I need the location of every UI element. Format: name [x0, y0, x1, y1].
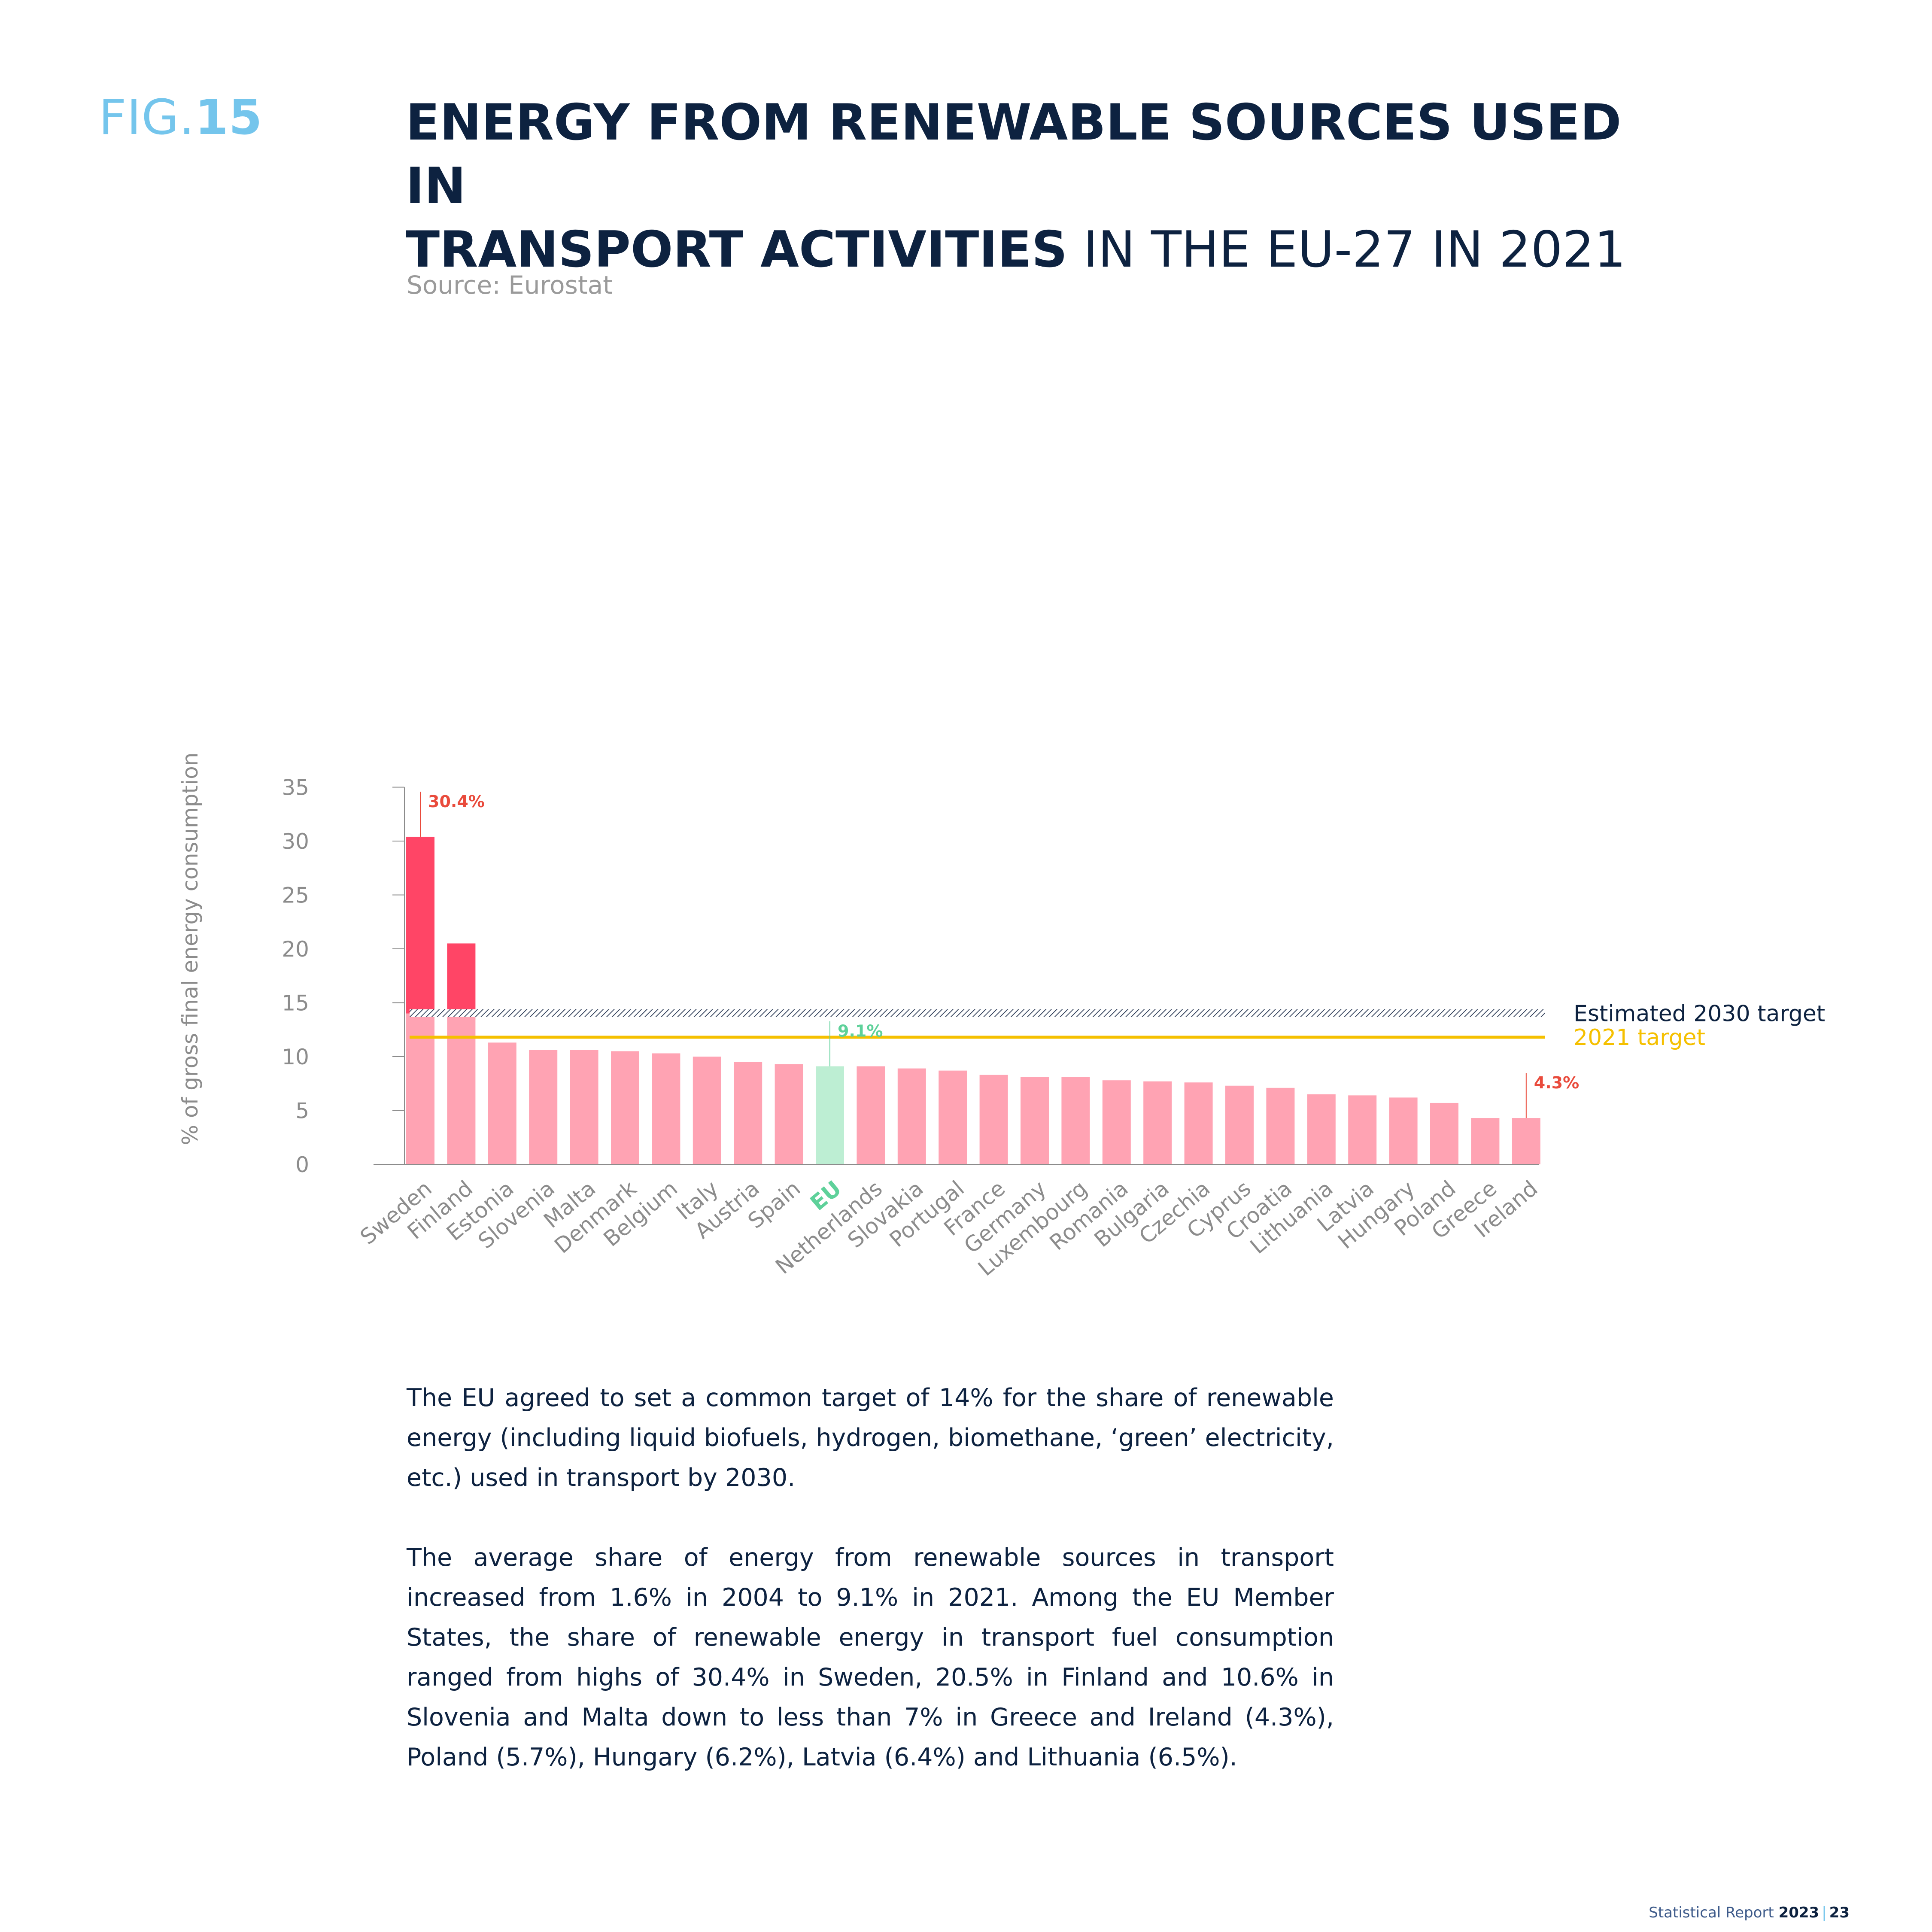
bar-france — [979, 1075, 1008, 1164]
bar-segment-sweden — [406, 1013, 434, 1037]
bar-chart: % of gross final energy consumption 0 5 10… — [178, 753, 1825, 1281]
bar-bulgaria — [1143, 1081, 1172, 1164]
y-tick-label: 20 — [282, 937, 309, 962]
paragraph-1: The EU agreed to set a common target of … — [407, 1384, 1334, 1492]
bar-segment-above-target-sweden — [406, 836, 434, 1014]
bar-segment-above-target-finland — [447, 943, 476, 1014]
bar-slovenia — [529, 1050, 558, 1164]
callout-label-sweden: 30.4% — [428, 792, 485, 811]
y-tick-label: 10 — [282, 1045, 309, 1069]
bar-croatia — [1266, 1088, 1295, 1164]
bar-slovakia — [897, 1068, 926, 1164]
bar-czechia — [1184, 1082, 1213, 1164]
title-line-2: TRANSPORT ACTIVITIES IN THE EU-27 IN 202… — [406, 218, 1694, 282]
chart-title: ENERGY FROM RENEWABLE SOURCES USED IN TR… — [406, 91, 1694, 282]
target-2030-label: Estimated 2030 target — [1574, 1001, 1825, 1027]
y-tick-label: 15 — [282, 991, 309, 1016]
figure-prefix: FIG. — [99, 90, 195, 146]
y-axis: 0 5 10 15 20 25 30 35 — [282, 775, 405, 1177]
y-axis-label: % of gross final energy consumption — [178, 753, 203, 1145]
y-tick-label: 35 — [282, 775, 309, 800]
y-tick-label: 25 — [282, 883, 309, 908]
bar-spain — [775, 1064, 803, 1164]
bar-portugal — [939, 1070, 967, 1164]
title-line-2-bold: TRANSPORT ACTIVITIES — [406, 221, 1068, 279]
bar-sweden — [406, 1037, 434, 1164]
bars — [406, 836, 1540, 1164]
bar-poland — [1430, 1103, 1458, 1164]
bar-italy — [693, 1057, 721, 1164]
bar-ireland — [1512, 1118, 1540, 1164]
bar-netherlands — [857, 1066, 885, 1164]
title-line-1: ENERGY FROM RENEWABLE SOURCES USED IN — [406, 94, 1622, 215]
bar-greece — [1471, 1118, 1500, 1164]
callouts: 30.4% 9.1% 4.3% — [420, 791, 1579, 1118]
bar-germany — [1021, 1077, 1049, 1164]
bar-latvia — [1348, 1095, 1377, 1164]
bar-denmark — [611, 1051, 639, 1164]
y-tick-label: 0 — [295, 1152, 309, 1177]
y-tick-label: 5 — [295, 1099, 309, 1124]
footer-year: 2023 — [1778, 1904, 1820, 1921]
bar-hungary — [1389, 1097, 1418, 1164]
bar-austria — [734, 1062, 762, 1164]
bar-malta — [570, 1050, 598, 1164]
callout-label-ireland: 4.3% — [1534, 1073, 1579, 1092]
body-text: The EU agreed to set a common target of … — [407, 1378, 1334, 1817]
bar-belgium — [652, 1053, 680, 1164]
figure-number: 15 — [194, 90, 263, 146]
title-line-2-light: IN THE EU-27 IN 2021 — [1067, 221, 1626, 279]
page-number: 23 — [1829, 1904, 1850, 1921]
footer-separator: | — [1822, 1904, 1827, 1921]
footer-report: Statistical Report — [1649, 1904, 1779, 1921]
bar-estonia — [488, 1042, 516, 1164]
chart-source: Source: Eurostat — [407, 270, 613, 300]
bar-finland — [447, 1037, 476, 1164]
page-footer: Statistical Report 2023 | 23 — [1649, 1904, 1850, 1921]
target-2030-line — [410, 1009, 1545, 1017]
bar-luxembourg — [1061, 1077, 1090, 1164]
bar-lithuania — [1307, 1094, 1336, 1164]
bar-romania — [1102, 1080, 1131, 1164]
target-2021-label: 2021 target — [1574, 1025, 1705, 1051]
y-tick-label: 30 — [282, 829, 309, 854]
bar-cyprus — [1225, 1085, 1254, 1164]
figure-label: FIG.15 — [99, 94, 263, 142]
bar-eu — [816, 1066, 844, 1164]
callout-label-eu: 9.1% — [838, 1022, 883, 1041]
bar-segment-finland — [447, 1013, 476, 1037]
paragraph-2: The average share of energy from renewab… — [407, 1543, 1334, 1771]
x-axis: SwedenFinlandEstoniaSloveniaMaltaDenmark… — [355, 1164, 1543, 1281]
